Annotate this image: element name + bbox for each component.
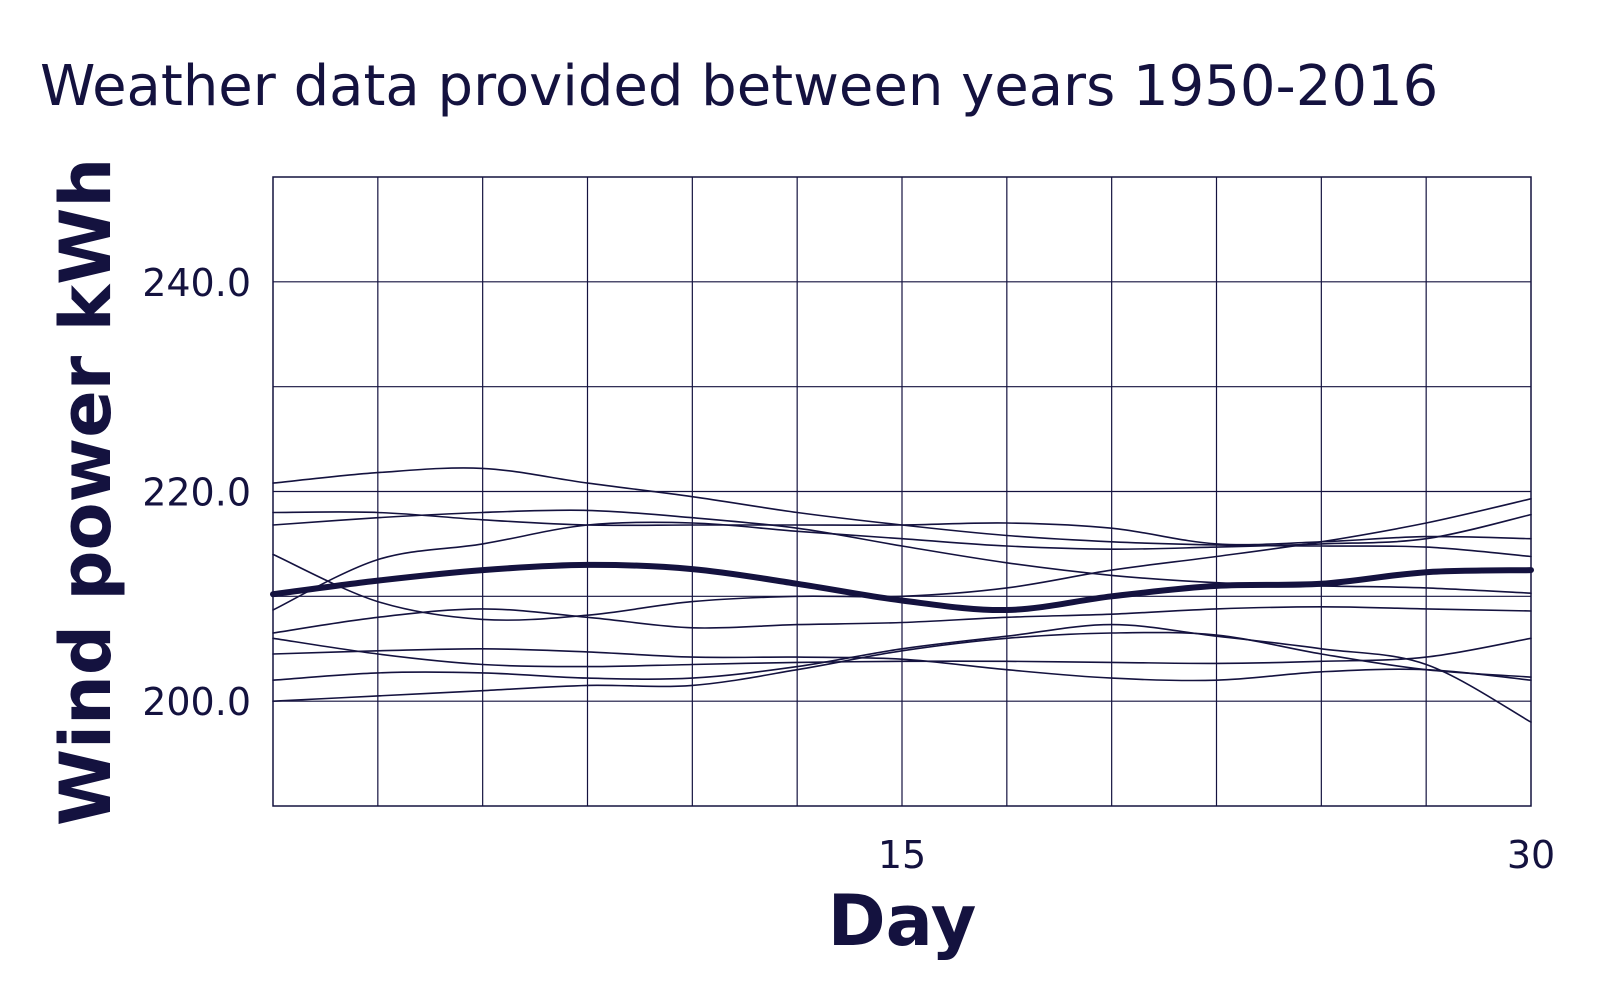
series-line-8: [272, 637, 1532, 668]
y-tick-label: 240.0: [142, 261, 251, 305]
y-tick-labels: 200.0 220.0 240.0: [142, 261, 251, 724]
series-line-7: [272, 647, 1532, 682]
series-line-6: [272, 606, 1532, 634]
series-line-9: [272, 623, 1532, 723]
series-line-4: [272, 498, 1532, 621]
x-tick-label: 30: [1507, 833, 1555, 877]
y-tick-label: 220.0: [142, 471, 251, 515]
plot-frame: [272, 176, 1532, 807]
grid: [273, 177, 1531, 806]
x-axis-label: Day: [828, 880, 977, 962]
y-axis-label: Wind power kWh: [45, 158, 127, 826]
series-line-10: [272, 631, 1532, 702]
series-line-5: [272, 513, 1532, 611]
series-line-emphasis: [270, 561, 1534, 614]
x-tick-labels: 15 30: [878, 833, 1555, 877]
y-tick-label: 200.0: [142, 680, 251, 724]
series-lines: [270, 467, 1534, 723]
x-tick-label: 15: [878, 833, 926, 877]
chart-title: Weather data provided between years 1950…: [40, 54, 1438, 119]
